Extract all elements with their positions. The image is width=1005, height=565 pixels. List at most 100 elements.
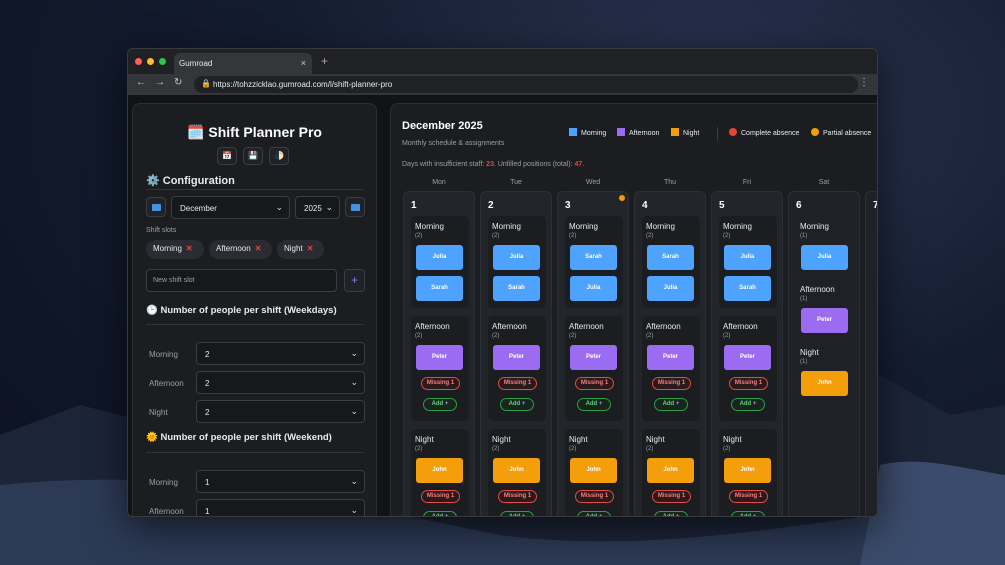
minimize-window-button[interactable] <box>147 58 154 65</box>
assigned-employee[interactable]: Julia <box>416 245 463 270</box>
assigned-employee[interactable]: John <box>801 371 848 396</box>
missing-badge: Missing 1 <box>575 490 614 503</box>
assigned-employee[interactable]: Peter <box>647 345 694 370</box>
close-window-button[interactable] <box>135 58 142 65</box>
assigned-employee[interactable]: Peter <box>801 308 848 333</box>
assigned-employee[interactable]: John <box>493 458 540 483</box>
partial-absence-dot <box>811 128 819 136</box>
browser-menu-icon[interactable]: ⋮ <box>859 77 869 88</box>
assigned-employee[interactable]: John <box>647 458 694 483</box>
add-employee-button[interactable]: Add + <box>577 511 611 517</box>
add-employee-button[interactable]: Add + <box>654 511 688 516</box>
complete-absence-dot <box>729 128 737 136</box>
legend-label: Complete absence <box>741 130 800 137</box>
next-month-icon <box>351 204 360 211</box>
shift-required-count: (2) <box>492 446 500 452</box>
add-slot-button[interactable]: + <box>344 269 365 292</box>
weekend-heading: 🌞 Number of people per shift (Weekend) <box>146 432 332 443</box>
calendar-subtitle: Monthly schedule & assignments <box>402 140 505 147</box>
shift-slot-afternoon: Afternoon (1) Peter <box>796 279 854 340</box>
day-cell: 5 Morning (2) Julia Sarah Afternoon (2) Peter Mi… <box>711 191 783 516</box>
partial-absence-dot <box>619 195 625 201</box>
calendar-tool-button[interactable]: 📅 <box>217 147 237 165</box>
plus-icon: + <box>598 514 603 517</box>
assigned-employee[interactable]: Peter <box>570 345 617 370</box>
forward-icon[interactable]: → <box>155 77 165 88</box>
maximize-window-button[interactable] <box>159 58 166 65</box>
shift-name: Afternoon <box>646 322 681 331</box>
legend-complete-absence: Complete absence <box>729 128 799 137</box>
assigned-employee[interactable]: Sarah <box>416 276 463 301</box>
add-employee-button[interactable]: Add + <box>500 511 534 516</box>
address-bar[interactable]: 🔒 https://tohzzicklao.gumroad.com/l/shif… <box>194 76 858 93</box>
add-employee-button[interactable]: Add + <box>731 398 765 411</box>
add-employee-button[interactable]: Add + <box>577 398 611 411</box>
next-month-button[interactable] <box>345 197 365 217</box>
shift-name: Afternoon <box>800 285 835 294</box>
remove-slot-icon[interactable]: ✕ <box>254 244 262 253</box>
assigned-employee[interactable]: Sarah <box>647 245 694 270</box>
shift-slot-afternoon: Afternoon (2) Peter Missing 1 Add + <box>719 316 777 421</box>
weekday-morning-select[interactable]: 2 ⌄ <box>196 342 365 365</box>
tab-close-icon[interactable]: × <box>300 58 306 68</box>
add-employee-button[interactable]: Add + <box>423 511 457 516</box>
assigned-employee[interactable]: Julia <box>493 245 540 270</box>
back-icon[interactable]: ← <box>136 77 146 88</box>
legend-label: Partial absence <box>823 130 872 137</box>
assigned-employee[interactable]: Sarah <box>493 276 540 301</box>
weekend-afternoon-select[interactable]: 1 ⌄ <box>196 499 365 516</box>
new-shift-slot-input[interactable]: New shift slot <box>146 269 337 292</box>
remove-slot-icon[interactable]: ✕ <box>185 244 193 253</box>
assigned-employee[interactable]: Peter <box>493 345 540 370</box>
missing-badge: Missing 1 <box>421 490 460 503</box>
assigned-employee[interactable]: Julia <box>647 276 694 301</box>
remove-slot-icon[interactable]: ✕ <box>306 244 314 253</box>
weekend-morning-select[interactable]: 1 ⌄ <box>196 470 365 493</box>
add-employee-button[interactable]: Add + <box>500 398 534 411</box>
day-cell: 2 Morning (2) Julia Sarah Afternoon (2) Peter Mi… <box>480 191 552 516</box>
weekday-afternoon-select[interactable]: 2 ⌄ <box>196 371 365 394</box>
add-employee-button[interactable]: Add + <box>731 511 765 516</box>
shift-slots-label: Shift slots <box>146 227 177 234</box>
assigned-employee[interactable]: Julia <box>801 245 848 270</box>
assigned-employee[interactable]: Peter <box>724 345 771 370</box>
new-tab-icon[interactable]: + <box>321 54 329 68</box>
legend-night: Night <box>671 128 699 137</box>
shift-slot-morning: Morning (1) Julia <box>796 216 854 277</box>
assigned-employee[interactable]: Sarah <box>570 245 617 270</box>
month-select[interactable]: December ⌄ <box>171 196 290 219</box>
weekdays-heading: 🕒 Number of people per shift (Weekdays) <box>146 305 337 316</box>
save-tool-button[interactable]: 💾 <box>243 147 263 165</box>
shift-name: Night <box>800 348 819 357</box>
assigned-employee[interactable]: John <box>570 458 617 483</box>
shift-name: Night <box>723 435 742 444</box>
plus-icon: + <box>444 401 449 407</box>
reload-icon[interactable]: ↻ <box>174 77 183 88</box>
prev-month-button[interactable] <box>146 197 166 217</box>
assigned-employee[interactable]: Peter <box>416 345 463 370</box>
missing-badge: Missing 1 <box>652 490 691 503</box>
weekday-night-label: Night <box>149 408 168 417</box>
tab-bar: Gumroad × + <box>128 49 877 74</box>
legend-label: Afternoon <box>629 130 660 137</box>
add-employee-button[interactable]: Add + <box>654 398 688 411</box>
shift-name: Night <box>646 435 665 444</box>
assigned-employee[interactable]: John <box>416 458 463 483</box>
assigned-employee[interactable]: Julia <box>724 245 771 270</box>
calendar-title: December 2025 <box>402 120 483 132</box>
plus-icon: + <box>598 401 603 407</box>
select-value: 1 <box>205 507 210 516</box>
theme-tool-button[interactable]: 🌓 <box>269 147 289 165</box>
chevron-down-icon: ⌄ <box>350 406 358 416</box>
assigned-employee[interactable]: Julia <box>570 276 617 301</box>
assigned-employee[interactable]: Sarah <box>724 276 771 301</box>
weekday-night-select[interactable]: 2 ⌄ <box>196 400 365 423</box>
legend-morning: Morning <box>569 128 606 137</box>
year-select[interactable]: 2025 ⌄ <box>295 196 340 219</box>
day-number: 4 <box>642 200 648 211</box>
add-employee-button[interactable]: Add + <box>423 398 457 411</box>
chevron-down-icon: ⌄ <box>350 377 358 387</box>
assigned-employee[interactable]: John <box>724 458 771 483</box>
browser-tab[interactable]: Gumroad × <box>174 53 312 74</box>
divider <box>146 452 363 453</box>
